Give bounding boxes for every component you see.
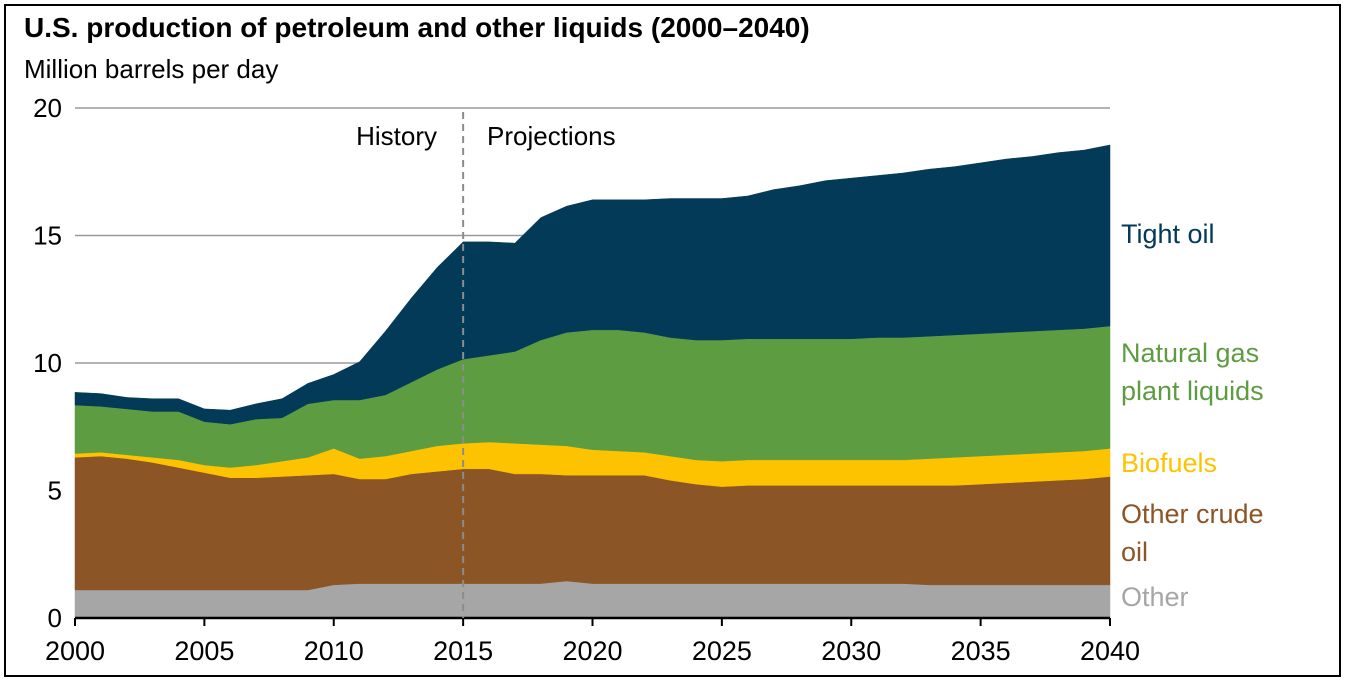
x-tick-label: 2040: [1080, 636, 1140, 666]
series-label-biofuels: Biofuels: [1121, 448, 1217, 478]
x-axis-ticks: 2000 2005 2010 2015 2020 2025 2030 2035 2040: [45, 618, 1140, 666]
chart-frame: [4, 4, 1341, 677]
x-tick-label: 2010: [304, 636, 364, 666]
chart-title: U.S. production of petroleum and other l…: [24, 12, 810, 43]
y-axis-ticks: 0 5 10 15 20: [33, 93, 62, 633]
series-label-other: Other: [1121, 582, 1189, 612]
history-label: History: [356, 121, 437, 151]
y-tick-label: 15: [33, 221, 62, 251]
series-label-tight-oil: Tight oil: [1121, 219, 1215, 249]
x-tick-label: 2015: [433, 636, 493, 666]
x-tick-label: 2020: [562, 636, 622, 666]
area-tight-oil: [74, 144, 1111, 425]
area-series-group: [74, 144, 1111, 620]
area-natural-gas-plant-liquids: [74, 325, 1111, 468]
y-tick-label: 5: [48, 476, 62, 506]
series-label-other-crude-oil: Other crude oil: [1121, 499, 1264, 567]
x-tick-label: 2025: [692, 636, 752, 666]
y-axis-unit-label: Million barrels per day: [24, 54, 279, 84]
x-tick-label: 2000: [45, 636, 105, 666]
x-tick-label: 2030: [821, 636, 881, 666]
projections-label: Projections: [487, 121, 616, 151]
y-tick-label: 0: [48, 603, 62, 633]
x-tick-label: 2035: [951, 636, 1011, 666]
series-label-natural-gas-plant-liquids: Natural gas plant liquids: [1121, 338, 1264, 406]
y-tick-label: 10: [33, 348, 62, 378]
y-tick-label: 20: [33, 93, 62, 123]
x-tick-label: 2005: [174, 636, 234, 666]
series-labels: Other Other crude oil Biofuels Natural gas pl…: [1121, 219, 1264, 612]
